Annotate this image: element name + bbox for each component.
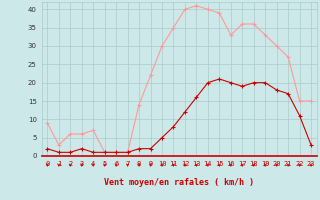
X-axis label: Vent moyen/en rafales ( km/h ): Vent moyen/en rafales ( km/h ): [104, 178, 254, 187]
